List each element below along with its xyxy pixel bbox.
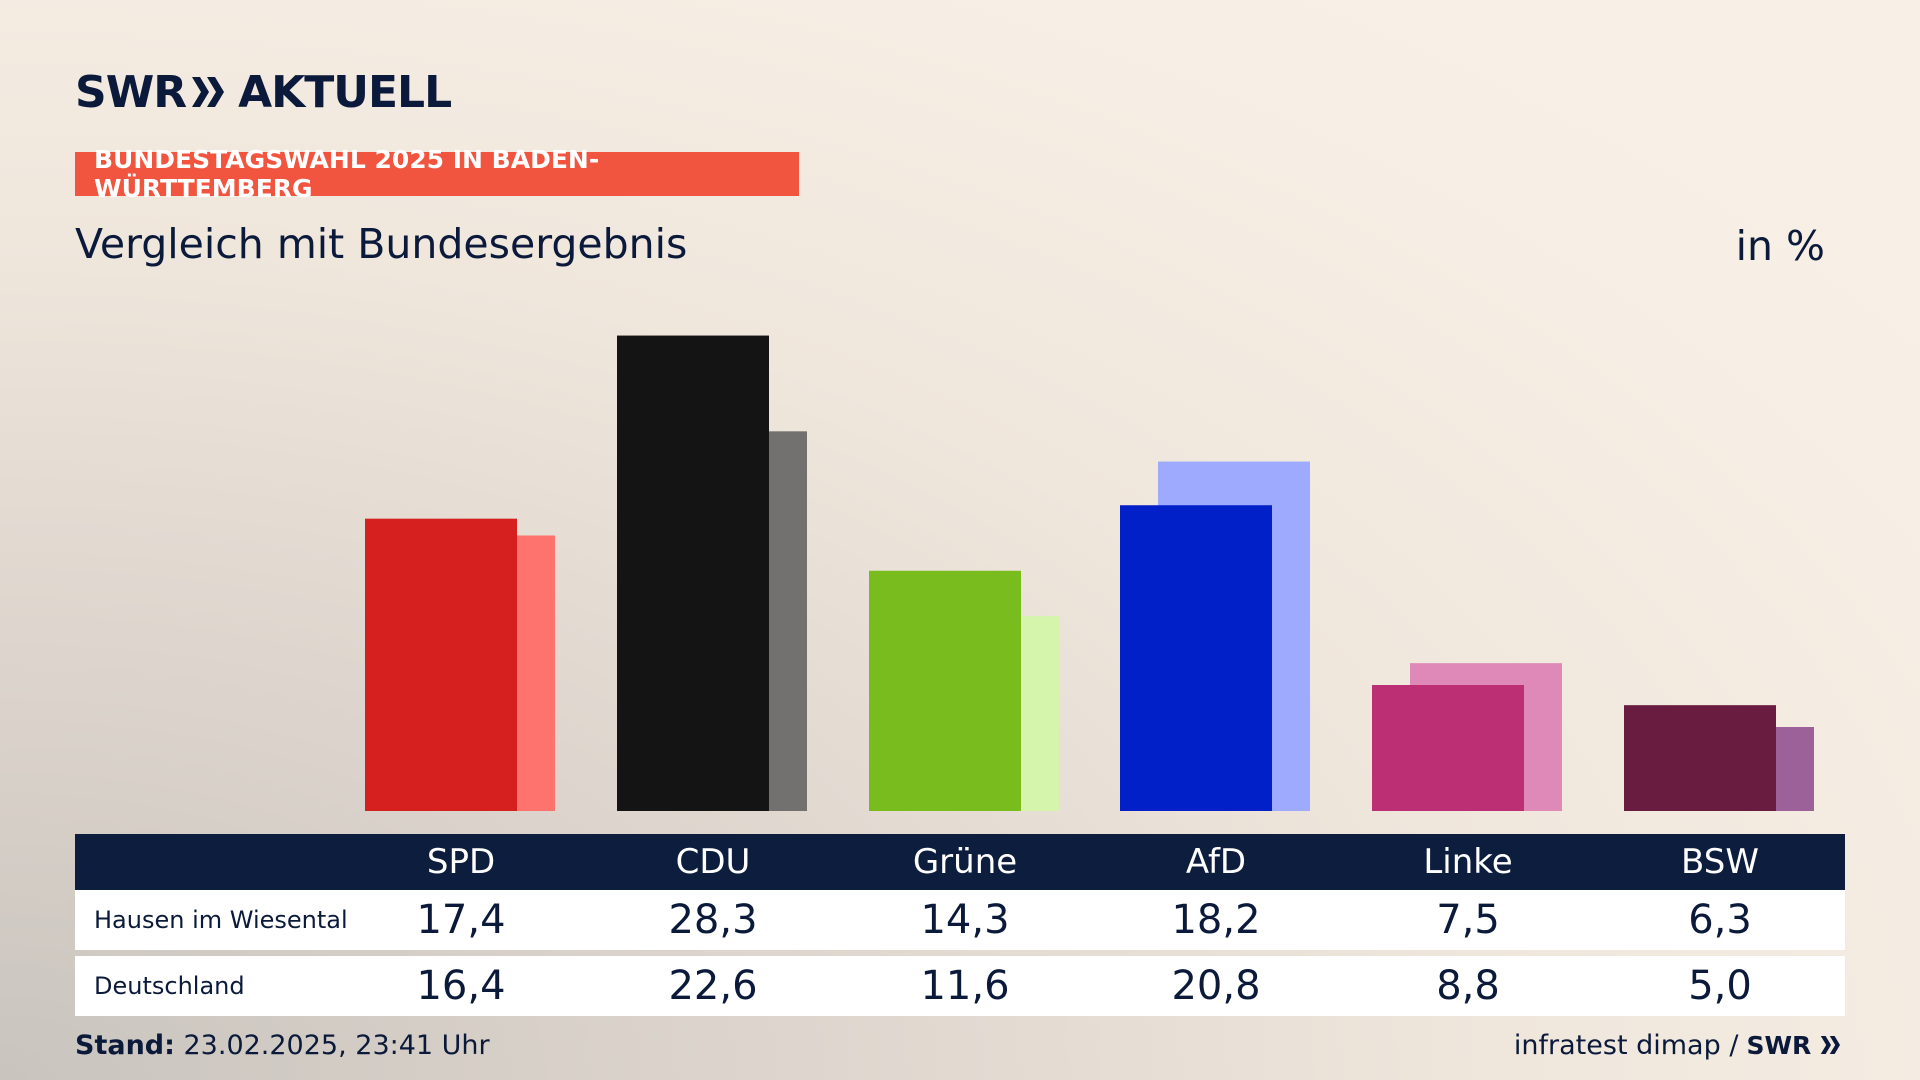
table-cell: 20,8 <box>1171 963 1261 1009</box>
table-row: Deutschland 16,4 22,6 11,6 20,8 8,8 5,0 <box>75 956 1845 1016</box>
source-credit: infratest dimap / SWR <box>1514 1030 1842 1061</box>
timestamp: Stand: 23.02.2025, 23:41 Uhr <box>75 1030 490 1061</box>
table-cell: 14,3 <box>920 897 1010 943</box>
stand-value: 23.02.2025, 23:41 Uhr <box>174 1030 490 1061</box>
table-cell: 22,6 <box>668 963 758 1009</box>
unit-label: in % <box>1735 222 1825 270</box>
double-chevron-icon <box>1820 1036 1840 1054</box>
mini-logo-text: SWR <box>1746 1031 1812 1060</box>
bar-hausen-bsw <box>1624 705 1776 811</box>
row-label: Hausen im Wiesental <box>94 906 348 934</box>
table-cell: 6,3 <box>1688 897 1752 943</box>
logo-aktuell: AKTUELL <box>238 66 452 118</box>
table-cell: 8,8 <box>1436 963 1500 1009</box>
bar-hausen-afd <box>1120 505 1272 811</box>
table-cell: 5,0 <box>1688 963 1752 1009</box>
source-text: infratest dimap / <box>1513 1030 1739 1061</box>
bar-hausen-cdu <box>617 335 769 811</box>
table-cell: 7,5 <box>1436 897 1500 943</box>
table-header-row: SPD CDU Grüne AfD Linke BSW <box>75 834 1845 890</box>
table-row: Hausen im Wiesental 17,4 28,3 14,3 18,2 7,5 6… <box>75 890 1845 950</box>
column-header: CDU <box>675 842 751 882</box>
column-header: SPD <box>426 842 496 882</box>
bar-hausen-grüne <box>869 570 1021 811</box>
column-header: BSW <box>1681 842 1759 882</box>
table-cell: 11,6 <box>920 963 1010 1009</box>
column-header: AfD <box>1185 842 1247 882</box>
table-cell: 28,3 <box>668 897 758 943</box>
row-label: Deutschland <box>94 972 245 1000</box>
swr-aktuell-logo: SWR AKTUELL <box>75 66 452 118</box>
bar-chart <box>365 335 1814 811</box>
bar-hausen-spd <box>365 518 517 811</box>
table-cell: 18,2 <box>1171 897 1261 943</box>
swr-mini-logo: SWR <box>1746 1031 1842 1060</box>
table-cell: 17,4 <box>416 897 506 943</box>
double-chevron-icon <box>192 67 226 118</box>
stand-label: Stand: <box>75 1030 175 1061</box>
bar-hausen-linke <box>1372 685 1524 811</box>
table-cell: 16,4 <box>416 963 506 1009</box>
column-header: Grüne <box>912 842 1018 882</box>
logo-swr: SWR <box>75 66 187 118</box>
column-header: Linke <box>1423 842 1513 882</box>
results-table: SPD CDU Grüne AfD Linke BSW Hausen im Wiesent… <box>75 834 1845 1016</box>
chart-subtitle: Vergleich mit Bundesergebnis <box>75 220 688 268</box>
